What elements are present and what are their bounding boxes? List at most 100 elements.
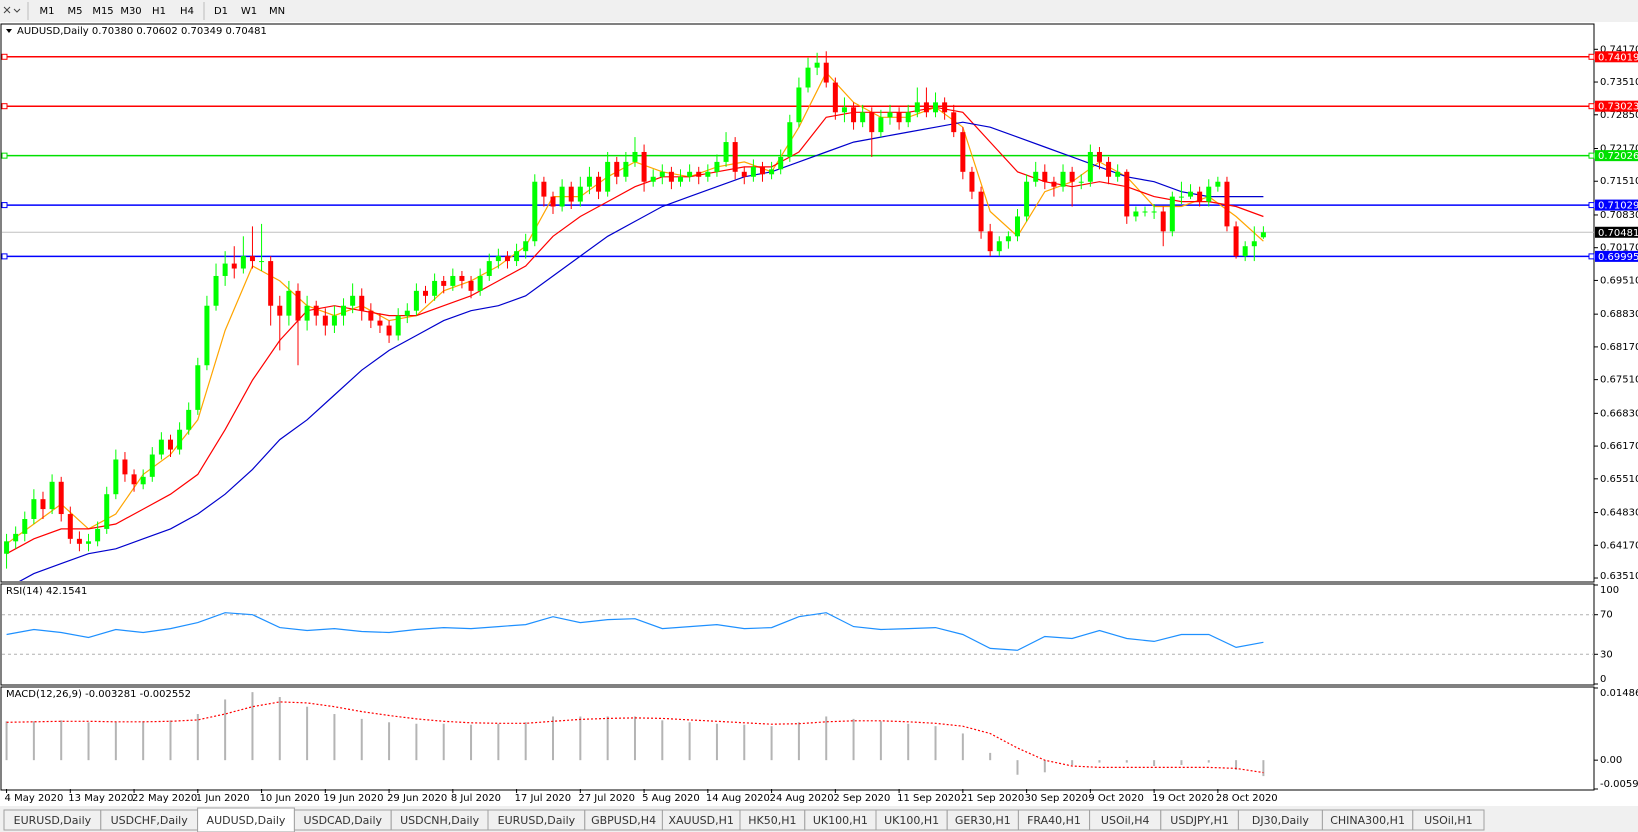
candle-body [568,186,574,202]
tab-label[interactable]: USOil,H1 [1424,814,1473,827]
level-handle[interactable] [1588,53,1595,60]
candle-body [158,439,164,455]
candle-body [450,275,456,286]
timeframe-button[interactable]: W1 [241,6,257,17]
candle-body [341,305,347,316]
x-tick-label: 8 Jul 2020 [451,793,501,804]
tab[interactable] [1412,809,1485,831]
y-tick-label: 0.64170 [1600,540,1638,551]
candle-body [732,142,738,172]
timeframe-button[interactable]: M5 [68,6,83,17]
candle-body [240,256,246,269]
moving-average [18,121,1264,581]
tab-label[interactable]: USDCAD,Daily [304,814,383,827]
candle-body [1251,241,1257,247]
candle-body [140,476,146,485]
x-tick-label: 4 May 2020 [5,793,64,804]
candle-body [1124,171,1130,217]
x-tick-label: 2 Sep 2020 [833,793,890,804]
candle-body [213,275,219,306]
candle-body [860,112,866,123]
candle-body [1215,181,1221,187]
y-tick-label: 0.69510 [1600,275,1638,286]
x-tick-label: 21 Sep 2020 [961,793,1024,804]
candle-body [878,117,884,133]
level-handle[interactable] [1588,202,1595,209]
candle-body [987,231,993,252]
tab-label[interactable]: AUDUSD,Daily [207,814,286,827]
candle-body [723,142,729,162]
tab-label[interactable]: UK100,H1 [813,814,868,827]
level-label: 0.71029 [1598,201,1638,212]
candle-body [1224,181,1230,227]
tab-label[interactable]: GER30,H1 [955,814,1011,827]
tab-label[interactable]: CHINA300,H1 [1330,814,1405,827]
y-tick-label: 30 [1600,649,1613,660]
tab-label[interactable]: USDJPY,H1 [1170,814,1229,827]
candle-body [896,112,902,123]
level-handle[interactable] [1588,103,1595,110]
timeframe-button[interactable]: H1 [152,6,166,17]
tab-active[interactable] [197,807,295,832]
candle-body [1042,171,1048,182]
y-tick-label: 0.65510 [1600,474,1638,485]
candle-body [1206,186,1212,202]
candle-body [1051,181,1057,187]
candle-body [195,365,201,410]
level-label: 0.72026 [1598,151,1638,162]
level-label-bg [1595,199,1638,211]
tab-label[interactable]: USOil,H4 [1101,814,1150,827]
tab-label[interactable]: HK50,H1 [748,814,796,827]
y-tick-label: 0.72170 [1600,144,1638,155]
tab-label[interactable]: USDCNH,Daily [400,814,480,827]
timeframe-button[interactable]: M15 [92,6,113,17]
level-handle[interactable] [1,202,8,209]
level-label-bg [1595,100,1638,112]
tab-label[interactable]: GBPUSD,H4 [591,814,656,827]
toolbar-icon[interactable] [3,6,21,14]
timeframe-button[interactable]: M1 [40,6,55,17]
candle-body [550,196,556,207]
candle-body [313,305,319,316]
x-tick-label: 14 Aug 2020 [706,793,770,804]
candle-body [268,261,274,306]
candle-body [95,528,101,542]
tab-label[interactable]: XAUUSD,H1 [669,814,734,827]
tab-label[interactable]: EURUSD,Daily [14,814,92,827]
candle-body [149,454,155,477]
candle-body [559,186,565,207]
candle-body [113,459,119,495]
candle-body [1242,246,1248,257]
candle-body [1078,181,1084,183]
level-label-bg [1595,250,1638,262]
candle-body [1178,196,1184,198]
timeframe-button[interactable]: M30 [120,6,141,17]
tab-label[interactable]: DJ30,Daily [1252,814,1310,827]
candle-body [204,305,210,366]
level-handle[interactable] [1,53,8,60]
y-tick-label: 0.66170 [1600,441,1638,452]
level-handle[interactable] [1,253,8,260]
level-handle[interactable] [1588,253,1595,260]
candle-body [40,499,46,510]
tab-label[interactable]: EURUSD,Daily [498,814,576,827]
timeframe-button[interactable]: H4 [180,6,194,17]
candle-body [286,290,292,316]
tab-label[interactable]: USDCHF,Daily [111,814,189,827]
tab-label[interactable]: UK100,H1 [884,814,939,827]
candle-body [1260,232,1266,238]
candle-body [741,171,747,177]
candle-body [614,161,620,177]
timeframe-button[interactable]: MN [269,6,285,17]
level-handle[interactable] [1,152,8,159]
level-handle[interactable] [1588,152,1595,159]
timeframe-button[interactable]: D1 [214,6,228,17]
candle-body [605,161,611,192]
tab-label[interactable]: FRA40,H1 [1027,814,1081,827]
candle-body [659,171,665,177]
candle-body [350,295,356,306]
level-handle[interactable] [1,103,8,110]
candle-body [1233,226,1239,257]
x-tick-label: 19 Jun 2020 [323,793,383,804]
y-tick-label: 0.64830 [1600,508,1638,519]
